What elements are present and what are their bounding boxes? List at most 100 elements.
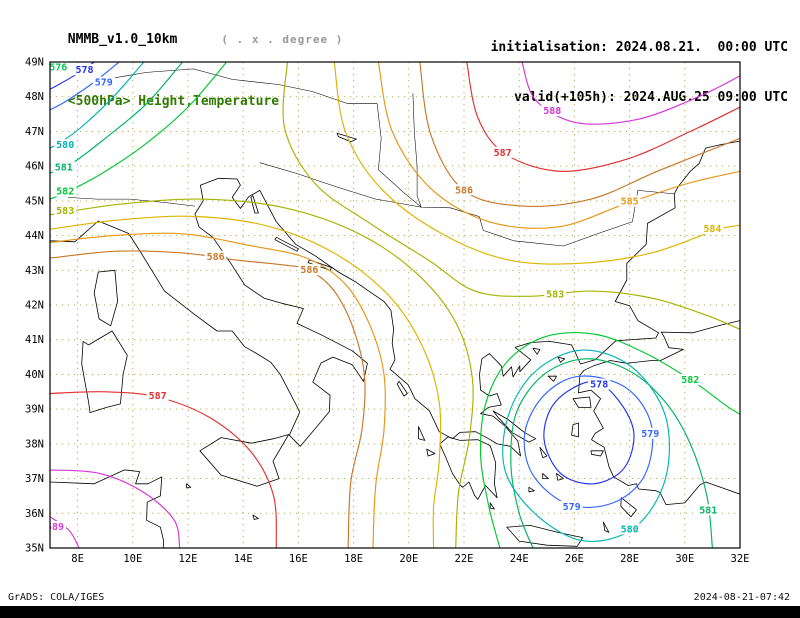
lat-tick-label: 47N <box>25 126 44 138</box>
contour-lines <box>50 62 740 548</box>
coastline <box>547 375 557 382</box>
river-line <box>259 162 422 208</box>
contour-line-586 <box>50 250 366 548</box>
coastline <box>590 450 604 457</box>
coastline <box>539 446 548 459</box>
contour-line-587 <box>466 62 740 172</box>
lon-tick-label: 22E <box>455 553 474 565</box>
contour-label: 584 <box>703 224 721 235</box>
contour-label-box <box>701 223 724 235</box>
init-time: initialisation: 2024.08.21. 00:00 UTC <box>490 40 788 55</box>
coastline <box>578 320 740 505</box>
contour-label-box <box>52 161 75 173</box>
coastline <box>336 132 357 143</box>
coastline <box>186 483 192 489</box>
coastline <box>603 521 610 533</box>
lon-tick-label: 30E <box>675 553 694 565</box>
lat-tick-label: 41N <box>25 334 44 346</box>
coastline <box>532 348 541 355</box>
contour-label-box <box>50 521 66 532</box>
contour-label-box <box>73 64 96 76</box>
coastline <box>489 502 495 510</box>
lon-tick-label: 18E <box>344 553 363 565</box>
contour-label: 580 <box>56 140 74 151</box>
contour-line-584 <box>333 62 740 265</box>
contour-label-box <box>54 205 77 217</box>
lat-tick-label: 43N <box>25 265 44 277</box>
contour-label-box <box>50 62 70 73</box>
contour-label: 582 <box>681 375 699 386</box>
contour-label-box <box>560 500 583 512</box>
footer: GrADS: COLA/IGES 2024-08-21-07:42 <box>8 592 790 603</box>
contour-label: 586 <box>300 265 318 276</box>
contour-label: 582 <box>56 187 74 198</box>
contour-label: 581 <box>55 162 73 173</box>
contour-label: 589 <box>46 522 64 533</box>
lon-tick-label: 12E <box>179 553 198 565</box>
contour-label: 586 <box>455 185 473 196</box>
contour-label-box <box>588 378 611 390</box>
coastline <box>556 473 564 481</box>
lon-tick-label: 16E <box>289 553 308 565</box>
contour-label-box <box>92 76 115 88</box>
contour-label: 578 <box>590 380 608 391</box>
river-line <box>105 68 675 247</box>
contour-line-580 <box>50 62 145 149</box>
lat-tick-label: 46N <box>25 161 44 173</box>
coastline <box>571 422 579 438</box>
contour-label: 586 <box>207 252 225 263</box>
contour-line-582 <box>479 332 740 548</box>
lon-tick-label: 8E <box>71 553 84 565</box>
contour-label: 581 <box>699 505 717 516</box>
coastline <box>572 396 592 408</box>
river-line <box>412 93 422 208</box>
contour-label-box <box>544 288 567 300</box>
coastline <box>274 236 299 252</box>
contour-line-586 <box>419 62 740 208</box>
contour-line-585 <box>50 232 386 548</box>
contour-label: 583 <box>56 206 74 217</box>
field-title: <500hPa> Height,Temperature <box>67 94 280 109</box>
contour-line-578 <box>543 380 635 485</box>
contour-label: 578 <box>75 65 93 76</box>
contour-label-box <box>54 185 77 197</box>
lon-tick-label: 20E <box>399 553 418 565</box>
lat-tick-label: 40N <box>25 369 44 381</box>
lon-tick-label: 14E <box>234 553 253 565</box>
contour-line-584 <box>50 215 442 548</box>
coastline <box>50 469 165 548</box>
weather-map: 576 5785795805815825835835845855865865865… <box>25 57 749 566</box>
contour-label: 583 <box>546 290 564 301</box>
contour-label-box <box>679 374 702 386</box>
bottom-bar <box>0 606 800 618</box>
lat-tick-label: 36N <box>25 508 44 520</box>
coastline <box>199 434 290 487</box>
contour-line-583 <box>50 198 474 548</box>
lon-tick-label: 24E <box>510 553 529 565</box>
contour-label: 579 <box>95 78 113 89</box>
contour-labels: 576 5785795805815825835835845855865865865… <box>46 62 724 536</box>
contour-label-box <box>618 523 641 535</box>
contour-label-box <box>697 504 720 516</box>
lat-tick-label: 37N <box>25 473 44 485</box>
model-title: NMMB_v1.0_10km <box>67 32 178 47</box>
coastline <box>620 497 637 518</box>
contour-line-585 <box>377 62 740 229</box>
contour-label-box <box>54 139 77 151</box>
contour-line-589 <box>50 516 80 548</box>
coastline <box>506 525 584 547</box>
lat-tick-label: 45N <box>25 195 44 207</box>
map-frame <box>49 61 741 549</box>
contour-label-box <box>146 389 169 401</box>
coastline <box>557 356 566 363</box>
contour-label: 580 <box>621 525 639 536</box>
grid-lines <box>50 62 740 548</box>
lat-tick-label: 38N <box>25 438 44 450</box>
contour-line-581 <box>510 358 713 548</box>
river-line <box>67 197 195 207</box>
coastline <box>252 514 259 520</box>
contour-label: 587 <box>149 391 167 402</box>
coastline <box>439 436 498 500</box>
contour-line-580 <box>502 349 671 542</box>
